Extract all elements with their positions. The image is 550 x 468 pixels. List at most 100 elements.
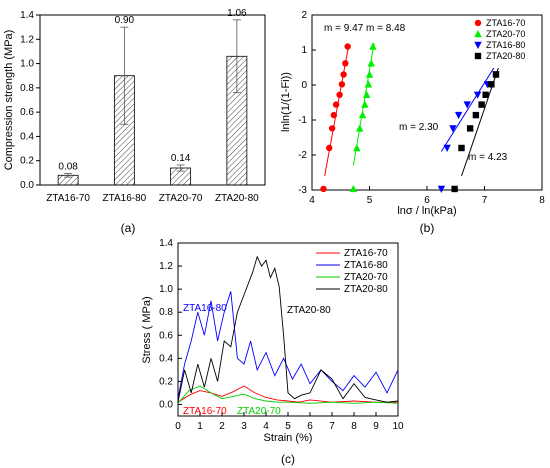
panel-a-y-tick-label: 1.0 bbox=[20, 59, 34, 70]
point-zta16-70 bbox=[326, 144, 333, 152]
series-line-zta20-70 bbox=[177, 385, 399, 404]
point-zta16-80 bbox=[463, 101, 471, 109]
panel-c-x-axis-label: Strain (%) bbox=[264, 432, 313, 444]
point-zta16-80 bbox=[454, 111, 463, 120]
legend-label: ZTA20-70 bbox=[344, 272, 388, 283]
panel-b-axis-ticks: 4 5 6 7 8 -3 -2 -1 0 1 2 bbox=[298, 10, 545, 206]
panel-c-x-tick-label: 0 bbox=[175, 421, 181, 432]
point-zta20-80 bbox=[492, 71, 500, 78]
point-zta16-80 bbox=[449, 125, 457, 133]
panel-b-chart: lnln(1/(1-Fi)) lnσ / ln(kPa) 4 5 6 7 8 -3 -2 -1… bbox=[280, 10, 545, 235]
panel-a-y-tick-label: 0.0 bbox=[20, 180, 34, 191]
panel-c-x-tick-label: 8 bbox=[351, 421, 357, 432]
panel-b-y-tick-label: -3 bbox=[298, 185, 307, 196]
legend-label: ZTA16-70 bbox=[486, 18, 525, 28]
point-zta20-80 bbox=[472, 111, 480, 119]
point-zta20-70 bbox=[367, 59, 375, 67]
panel-a-y-axis-label: Compression strength (MPa) bbox=[3, 30, 15, 171]
bar-value-label: 0.14 bbox=[171, 153, 191, 164]
panel-b-y-tick-label: 0 bbox=[301, 80, 307, 91]
point-zta16-70 bbox=[344, 43, 351, 50]
panel-b-x-tick-label: 4 bbox=[309, 195, 315, 206]
point-zta20-70 bbox=[361, 100, 369, 108]
panel-a-bars: 0.08 ZTA16-70 0.90 ZTA16-80 0.14 ZTA20-70 1.06… bbox=[46, 8, 259, 204]
bar-value-label: 1.06 bbox=[227, 8, 247, 19]
point-zta16-70 bbox=[342, 60, 349, 67]
x-category-label: ZTA20-80 bbox=[215, 193, 259, 204]
panel-b-legend-box bbox=[470, 20, 540, 68]
panel-c-annotation-zta20-80: ZTA20-80 bbox=[287, 305, 331, 316]
panel-c-y-tick-label: 0.0 bbox=[159, 399, 173, 410]
point-zta16-70 bbox=[336, 91, 343, 99]
panel-b-annotation-m3: m = 2.30 bbox=[399, 122, 439, 133]
point-zta16-70 bbox=[340, 71, 347, 78]
panel-b-x-tick-label: 8 bbox=[539, 195, 545, 206]
point-zta20-70 bbox=[353, 144, 361, 152]
panel-a-chart: Compression strength (MPa) 0.0 0.2 0.4 0.6 0… bbox=[3, 8, 266, 235]
point-zta20-70 bbox=[369, 42, 377, 50]
point-zta20-80 bbox=[458, 144, 465, 152]
panel-a-y-tick-label: 0.6 bbox=[20, 107, 34, 118]
panel-a-y-ticks: 0.0 0.2 0.4 0.6 0.8 1.0 1.2 1.4 bbox=[20, 10, 40, 191]
panel-a-y-tick-label: 0.2 bbox=[20, 156, 34, 167]
legend-label: ZTA20-70 bbox=[486, 29, 525, 39]
point-zta20-70 bbox=[358, 111, 367, 119]
panel-c-x-tick-label: 10 bbox=[392, 421, 404, 432]
panel-c-x-tick-label: 5 bbox=[285, 421, 291, 432]
point-zta20-70 bbox=[362, 90, 371, 98]
panel-b-y-tick-label: -2 bbox=[298, 150, 307, 161]
x-category-label: ZTA16-80 bbox=[103, 193, 147, 204]
point-zta16-80 bbox=[473, 91, 482, 99]
point-zta20-70 bbox=[364, 80, 373, 88]
x-category-label: ZTA20-70 bbox=[159, 193, 203, 204]
panel-c-x-tick-label: 6 bbox=[307, 421, 313, 432]
panel-c-x-tick-label: 4 bbox=[263, 421, 269, 432]
panel-a-plot-frame bbox=[39, 14, 266, 186]
panel-b-annotation-m2: m = 8.48 bbox=[366, 23, 406, 34]
point-zta20-70 bbox=[356, 124, 364, 132]
panel-a-label: (a) bbox=[121, 221, 136, 235]
panel-c-x-tick-label: 3 bbox=[241, 421, 247, 432]
x-category-label: ZTA16-70 bbox=[46, 193, 90, 204]
legend-marker-zta20-80 bbox=[474, 52, 482, 60]
panel-c-y-tick-label: 1.2 bbox=[159, 261, 173, 272]
point-zta20-70 bbox=[349, 184, 358, 193]
series-line-zta16-80 bbox=[177, 291, 399, 399]
legend-label: ZTA20-80 bbox=[486, 51, 525, 61]
point-zta20-80 bbox=[482, 91, 489, 98]
panel-c-y-tick-label: 1.4 bbox=[159, 238, 173, 249]
panel-a-y-tick-label: 0.4 bbox=[20, 131, 34, 142]
panel-c-y-tick-label: 1.0 bbox=[159, 284, 173, 295]
panel-a-y-tick-label: 1.4 bbox=[20, 10, 34, 21]
point-zta16-70 bbox=[320, 185, 327, 193]
panel-c-annotation-zta20-70: ZTA20-70 bbox=[237, 406, 281, 417]
panel-c-annotation-zta16-80: ZTA16-80 bbox=[183, 303, 227, 314]
panel-c-chart: Stress ( MPa) Strain (%) 0 1 2 3 4 5 6 7 8 9 10 0.0… bbox=[141, 238, 404, 466]
panel-b-label: (b) bbox=[420, 221, 435, 235]
point-zta20-80 bbox=[488, 81, 495, 88]
point-zta16-70 bbox=[328, 125, 336, 132]
panel-c-x-tick-label: 2 bbox=[219, 421, 225, 432]
panel-b-y-tick-label: 1 bbox=[301, 45, 307, 56]
panel-c-data bbox=[177, 255, 399, 404]
panel-b-y-tick-label: 2 bbox=[301, 10, 307, 21]
panel-b-annotation-m4: m = 4.23 bbox=[468, 152, 508, 163]
bar-value-label: 0.08 bbox=[58, 161, 78, 172]
bar-value-label: 0.90 bbox=[115, 15, 135, 26]
panel-b-x-tick-label: 6 bbox=[424, 195, 430, 206]
point-zta16-70 bbox=[332, 101, 340, 108]
panel-c-x-tick-label: 7 bbox=[329, 421, 335, 432]
series-line-zta20-80 bbox=[177, 255, 399, 403]
panel-b-x-tick-label: 7 bbox=[482, 195, 488, 206]
panel-b-x-axis-label: lnσ / ln(kPa) bbox=[397, 205, 456, 217]
point-zta16-70 bbox=[330, 111, 338, 119]
panel-c-y-tick-label: 0.2 bbox=[159, 376, 173, 387]
point-zta16-80 bbox=[437, 185, 446, 193]
point-zta20-70 bbox=[365, 70, 374, 78]
point-zta16-80 bbox=[443, 144, 451, 152]
panel-c-axis-ticks: 0 1 2 3 4 5 6 7 8 9 10 0.0 0.2 0.4 0.6 0.8 1.0 1.2 1.4 bbox=[159, 238, 404, 432]
panel-b-y-tick-label: -1 bbox=[298, 115, 307, 126]
panel-b-annotation-m1: m = 9.47 bbox=[324, 23, 364, 34]
